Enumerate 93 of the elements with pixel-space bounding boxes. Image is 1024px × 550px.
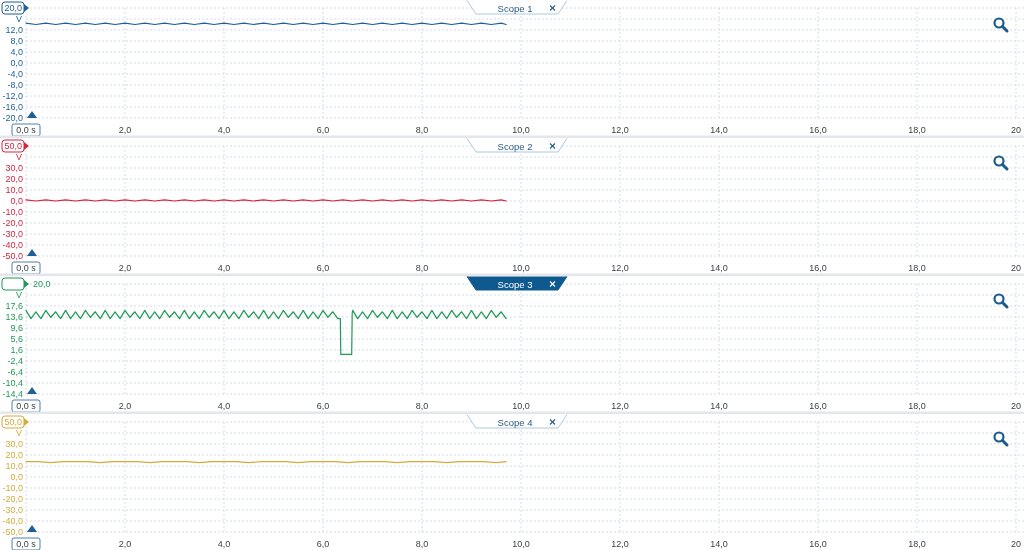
y-tick-label: -2,4: [7, 356, 23, 366]
x-tick-label: 0,0 s: [16, 539, 37, 549]
y-tick-label: -6,4: [7, 367, 23, 377]
x-tick-label: 20: [1010, 125, 1022, 135]
x-tick-label: 14,0: [710, 125, 728, 135]
y-tick-label: 12,0: [5, 25, 23, 35]
x-tick-label: 14,0: [710, 539, 728, 549]
y-tick-label: 10,0: [5, 461, 23, 471]
x-tick-label: 10,0: [512, 539, 530, 549]
y-tick-label: -10,0: [2, 483, 23, 493]
x-tick-label: 16,0: [809, 401, 827, 411]
y-tick-label: 13,6: [5, 312, 23, 322]
x-tick-label: 12,0: [611, 263, 629, 273]
x-tick-label: 0,0 s: [16, 125, 37, 135]
x-tick-label: 16,0: [809, 125, 827, 135]
line-series: [25, 309, 507, 355]
x-tick-label: 4,0: [217, 539, 231, 549]
y-tick-label: -50,0: [2, 251, 23, 261]
y-tick-label: -16,0: [2, 102, 23, 112]
y-axis-title: V: [15, 428, 22, 438]
y-tick-label: 0,0: [10, 196, 23, 206]
y-tick-label: 20,0: [5, 174, 23, 184]
y-tick-label: 0,0: [10, 58, 23, 68]
x-tick-label: 20: [1010, 263, 1022, 273]
x-tick-label: 2,0: [118, 263, 132, 273]
x-tick-label: 2,0: [118, 539, 132, 549]
y-tick-label: -20,0: [2, 494, 23, 504]
x-tick-label: 8,0: [415, 539, 429, 549]
y-tick-label: -30,0: [2, 505, 23, 515]
x-tick-label: 6,0: [316, 539, 330, 549]
y-tick-label: -4,0: [7, 69, 23, 79]
chart-title: Scope 4: [497, 416, 533, 428]
x-tick-label: 2,0: [118, 401, 132, 411]
chart-title: Scope 2: [497, 140, 533, 152]
y-axis-title: V: [15, 14, 22, 24]
y-tick-label: 10,0: [5, 185, 23, 195]
y-tick-label: -40,0: [2, 516, 23, 526]
y-tick-label: -12,0: [2, 91, 23, 101]
x-tick-label: 18,0: [908, 539, 926, 549]
y-tick-label: 20,0: [4, 3, 22, 13]
y-tick-label: -30,0: [2, 229, 23, 239]
x-tick-label: 18,0: [908, 263, 926, 273]
x-tick-label: 4,0: [217, 125, 231, 135]
chart-title: Scope 1: [497, 2, 533, 14]
x-tick-label: 20: [1010, 539, 1022, 549]
y-tick-label: 17,6: [5, 301, 23, 311]
y-axis-title: V: [15, 290, 22, 300]
y-tick-label: 20,0: [5, 450, 23, 460]
y-tick-label: -40,0: [2, 240, 23, 250]
x-tick-label: 0,0 s: [16, 263, 37, 273]
x-tick-label: 12,0: [611, 539, 629, 549]
x-tick-label: 10,0: [512, 263, 530, 273]
x-tick-label: 8,0: [415, 263, 429, 273]
x-tick-label: 8,0: [415, 401, 429, 411]
x-tick-label: 6,0: [316, 263, 330, 273]
x-tick-label: 16,0: [809, 539, 827, 549]
y-tick-label: -10,4: [2, 378, 23, 388]
x-tick-label: 8,0: [415, 125, 429, 135]
x-tick-label: 16,0: [809, 263, 827, 273]
y-tick-label: 50,0: [4, 141, 22, 151]
y-tick-label: 8,0: [10, 36, 23, 46]
x-tick-label: 20: [1010, 401, 1022, 411]
x-tick-label: 2,0: [118, 125, 132, 135]
y-tick-label: 30,0: [5, 163, 23, 173]
x-tick-label: 6,0: [316, 401, 330, 411]
x-tick-label: 4,0: [217, 263, 231, 273]
x-tick-label: 14,0: [710, 401, 728, 411]
y-tick-label: 30,0: [5, 439, 23, 449]
y-tick-label: -20,0: [2, 113, 23, 123]
x-tick-label: 18,0: [908, 401, 926, 411]
x-tick-label: 0,0 s: [16, 401, 37, 411]
x-tick-label: 12,0: [611, 125, 629, 135]
x-tick-label: 6,0: [316, 125, 330, 135]
y-tick-label: -50,0: [2, 527, 23, 537]
y-tick-label: -8,0: [7, 80, 23, 90]
y-tick-label: -10,0: [2, 207, 23, 217]
y-tick-label: 0,0: [10, 472, 23, 482]
x-tick-label: 12,0: [611, 401, 629, 411]
y-tick-label: 5,6: [10, 334, 23, 344]
x-tick-label: 14,0: [710, 263, 728, 273]
y-tick-label: 4,0: [10, 47, 23, 57]
x-tick-label: 10,0: [512, 125, 530, 135]
y-tick-label: -14,4: [2, 389, 23, 399]
y-tick-label: -20,0: [2, 218, 23, 228]
y-tick-label: 50,0: [4, 417, 22, 427]
y-tick-label: 9,6: [10, 323, 23, 333]
chart-title: Scope 3: [497, 278, 533, 290]
y-tick-label: 1,6: [10, 345, 23, 355]
y-axis-title: V: [15, 152, 22, 162]
x-tick-label: 18,0: [908, 125, 926, 135]
x-tick-label: 10,0: [512, 401, 530, 411]
annotation: 20,0: [33, 279, 51, 289]
x-tick-label: 4,0: [217, 401, 231, 411]
